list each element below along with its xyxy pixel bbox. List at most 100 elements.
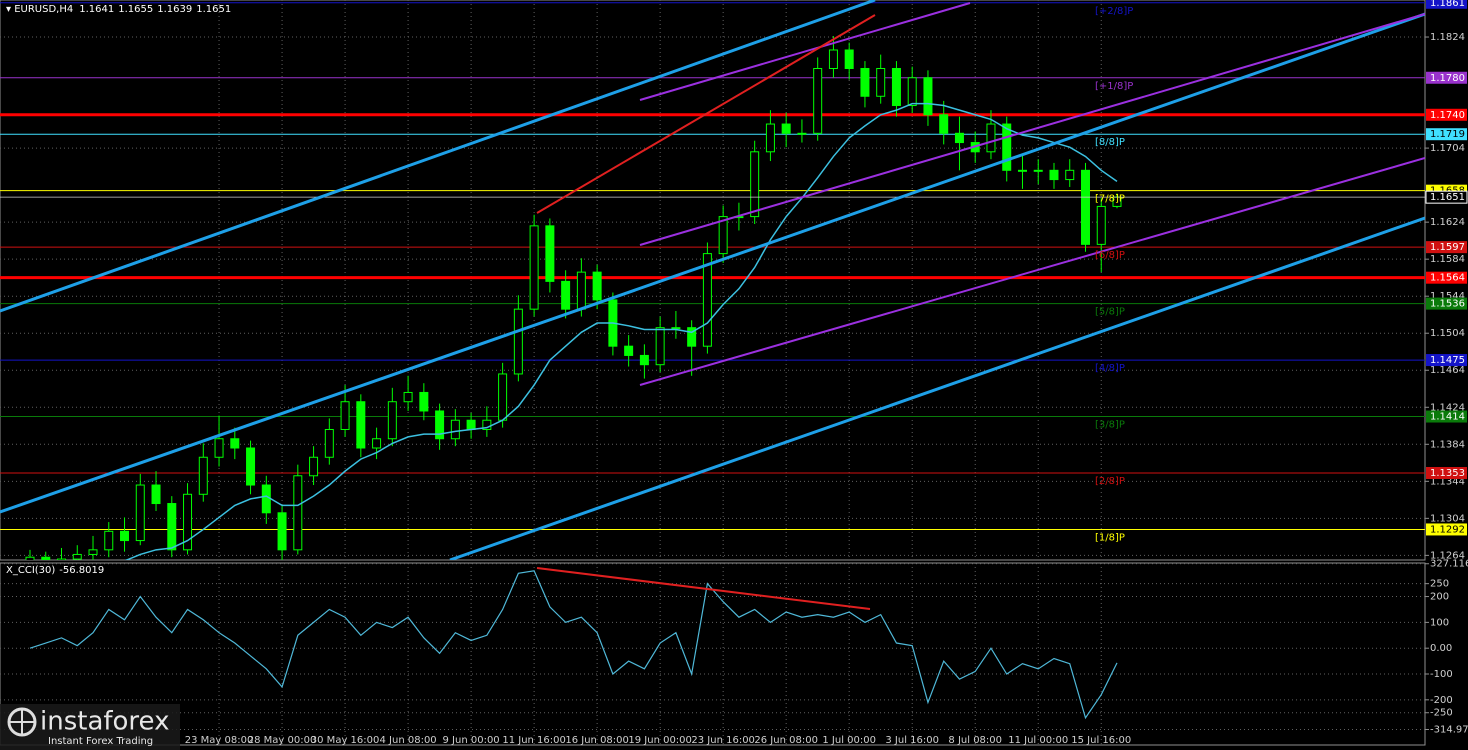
level-label: 1.1597 <box>1430 242 1465 253</box>
candle-body <box>120 530 130 542</box>
level-label: 1.1536 <box>1430 299 1465 310</box>
y-tick-label: 327.116 <box>1430 559 1468 570</box>
candle-body <box>529 225 539 310</box>
y-tick-label: 1.1464 <box>1430 365 1465 376</box>
candle-body <box>230 438 240 449</box>
candle-body <box>151 484 161 505</box>
candle-body <box>624 345 634 356</box>
divergence-line <box>536 567 871 610</box>
y-tick-label: 1.1584 <box>1430 254 1465 265</box>
candle-body <box>450 419 460 440</box>
y-tick-label: 1.1704 <box>1430 143 1465 154</box>
level-box <box>1426 0 1467 9</box>
candle-body <box>167 503 177 551</box>
candle-body <box>592 271 602 301</box>
y-tick-label: 1.1304 <box>1430 513 1465 524</box>
candle-body <box>372 438 382 449</box>
candle-body <box>797 132 807 135</box>
candle-body <box>939 114 949 134</box>
murrey-tag: [7/8]P <box>1095 194 1125 205</box>
cci-value: -56.8019 <box>59 565 104 576</box>
candle-body <box>72 553 82 560</box>
candle-body <box>1002 123 1012 171</box>
x-tick-label: 26 Jun 08:00 <box>754 735 818 746</box>
symbol: EURUSD,H4 <box>14 4 73 15</box>
candle-body <box>844 49 854 69</box>
level-box <box>1426 354 1467 367</box>
channel-line <box>449 216 1425 560</box>
x-tick-label: 8 Jul 08:00 <box>948 735 1002 746</box>
candle-body <box>403 391 413 403</box>
candle-body <box>986 123 996 153</box>
main-plot <box>0 0 1425 560</box>
murrey-tag: [5/8]P <box>1095 307 1125 318</box>
candle-body <box>860 67 870 97</box>
level-box <box>1426 523 1467 536</box>
cci-title: X_CCI(30) <box>6 565 55 576</box>
x-tick-label: 19 Jun 00:00 <box>628 735 692 746</box>
murrey-tag: [4/8]P <box>1095 363 1125 374</box>
y-tick-label: 1.1824 <box>1430 32 1465 43</box>
drawn-channels <box>0 0 1425 560</box>
high: 1.1655 <box>118 4 153 15</box>
level-label: 1.1780 <box>1430 73 1465 84</box>
candle-body <box>104 530 114 551</box>
x-tick-label: 11 Jun 16:00 <box>502 735 566 746</box>
candle-body <box>718 216 728 255</box>
candle-body <box>576 271 586 310</box>
candle-body <box>25 556 35 560</box>
candle-body <box>923 77 933 116</box>
candle-body <box>655 327 665 366</box>
candle-body <box>1096 205 1106 245</box>
candle-body <box>387 401 397 440</box>
channel-line <box>639 2 971 101</box>
murrey-tag: [3/8]P <box>1095 420 1125 431</box>
candle-body <box>1017 169 1027 172</box>
cci-frame <box>0 562 1426 746</box>
murrey-tag: [+2/8]P <box>1095 6 1133 17</box>
candle-body <box>435 410 445 440</box>
candle-body <box>1065 169 1075 181</box>
y-tick-label: 1.1424 <box>1430 402 1465 413</box>
x-tick-label: 3 Jul 16:00 <box>885 735 939 746</box>
murrey-tag: [+1/8]P <box>1095 81 1133 92</box>
channel-line <box>639 13 1425 246</box>
x-tick-label: 30 May 16:00 <box>311 735 380 746</box>
candle-body <box>702 253 712 347</box>
candle-body <box>1080 169 1090 245</box>
candle-body <box>891 67 901 107</box>
level-label: 1.1861 <box>1430 0 1465 9</box>
level-box <box>1426 410 1467 423</box>
y-tick-label: 250 <box>1430 579 1449 590</box>
y-tick-label: -250 <box>1430 708 1453 719</box>
candle-body <box>561 280 571 310</box>
x-tick-label: 9 Jun 00:00 <box>443 735 500 746</box>
level-label: 1.1414 <box>1430 412 1465 423</box>
murrey-tag: [2/8]P <box>1095 476 1125 487</box>
cci-plot <box>0 563 1425 745</box>
candle-body <box>277 512 287 551</box>
moving-average <box>124 102 1118 560</box>
open: 1.1641 <box>79 4 114 15</box>
candle-body <box>545 225 555 282</box>
murrey-tag: [1/8]P <box>1095 532 1125 543</box>
y-tick-label: 1.1344 <box>1430 476 1465 487</box>
y-tick-label: -314.975 <box>1430 725 1468 736</box>
menu-arrow: ▾ <box>6 4 14 15</box>
murrey-tag: [8/8]P <box>1095 137 1125 148</box>
candle-body <box>828 49 838 69</box>
candle-body <box>135 484 145 542</box>
candle-body <box>324 428 334 458</box>
candle-body <box>907 77 917 107</box>
level-box <box>1426 128 1467 141</box>
candle-body <box>482 419 492 430</box>
trend-line <box>536 14 876 214</box>
chart-header: ▾ EURUSD,H4 1.1641 1.1655 1.1639 1.1651 <box>6 4 231 15</box>
candle-body <box>781 123 791 134</box>
candle-body <box>498 373 508 421</box>
cci-line <box>29 570 1118 720</box>
y-tick-label: 1.1624 <box>1430 217 1465 228</box>
candle-body <box>639 354 649 366</box>
candle-body <box>198 456 208 495</box>
y-tick-label: -200 <box>1430 695 1453 706</box>
